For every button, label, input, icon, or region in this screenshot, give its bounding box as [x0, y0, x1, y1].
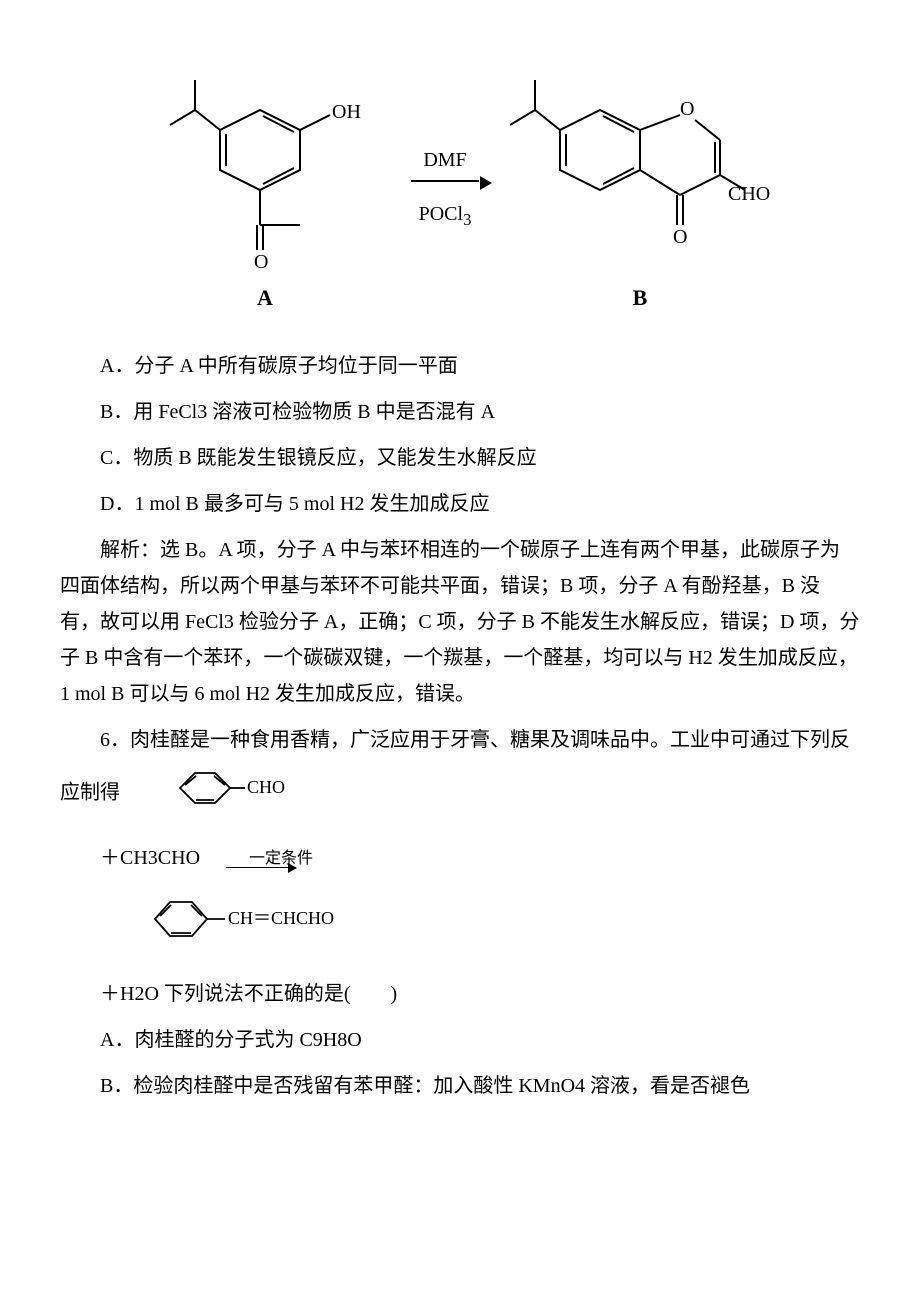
molecule-a-svg: OH O	[150, 60, 380, 270]
q6-option-b: B．检验肉桂醛中是否残留有苯甲醛：加入酸性 KMnO4 溶液，看是否褪色	[60, 1068, 860, 1104]
label-b: B	[633, 278, 648, 318]
q5-option-a: A．分子 A 中所有碳原子均位于同一平面	[60, 348, 860, 384]
q5-option-d: D．1 mol B 最多可与 5 mol H2 发生加成反应	[60, 486, 860, 522]
o-ring-label: O	[680, 98, 694, 120]
cinnamaldehyde-structure: CH＝CHCHO	[100, 884, 380, 966]
q5-option-c: C．物质 B 既能发生银镜反应，又能发生水解反应	[60, 440, 860, 476]
oh-label: OH	[332, 101, 361, 123]
molecule-a: OH O A	[150, 60, 380, 318]
molecule-b: O CHO O B	[510, 60, 770, 318]
condition-text: 一定条件	[209, 851, 313, 867]
label-a: A	[257, 278, 273, 318]
arrow-reagent-top: DMF	[411, 142, 478, 182]
q5-explanation: 解析：选 B。A 项，分子 A 中与苯环相连的一个碳原子上连有两个甲基，此碳原子…	[60, 532, 860, 712]
q5-option-b: B．用 FeCl3 溶液可检验物质 B 中是否混有 A	[60, 394, 860, 430]
q6-option-a: A．肉桂醛的分子式为 C9H8O	[60, 1022, 860, 1058]
q6-tail: ＋H2O 下列说法不正确的是( )	[60, 976, 860, 1012]
q6-reactant-line: ＋CH3CHO 一定条件	[60, 840, 860, 876]
molecule-b-svg: O CHO O	[510, 60, 770, 270]
q6-product-line: CH＝CHCHO	[60, 884, 860, 966]
plus-ch3cho: ＋CH3CHO	[100, 847, 200, 869]
o-label-b: O	[673, 226, 687, 248]
benzaldehyde-inline: CHO	[125, 758, 285, 830]
product-side-label: CH＝CHCHO	[228, 908, 334, 928]
reaction-arrow: DMF POCl3	[400, 142, 490, 235]
q6-lead: 6．肉桂醛是一种食用香精，广泛应用于牙膏、糖果及调味品中。工业中可通过下列反应制…	[60, 722, 860, 830]
arrow-reagent-bottom: POCl3	[419, 194, 472, 235]
condition-arrow: 一定条件	[209, 851, 313, 868]
o-label-a: O	[254, 251, 268, 270]
reaction-diagram: OH O A DMF POCl3	[60, 60, 860, 318]
cho-label: CHO	[728, 183, 770, 205]
benz-cho-label: CHO	[247, 777, 285, 797]
